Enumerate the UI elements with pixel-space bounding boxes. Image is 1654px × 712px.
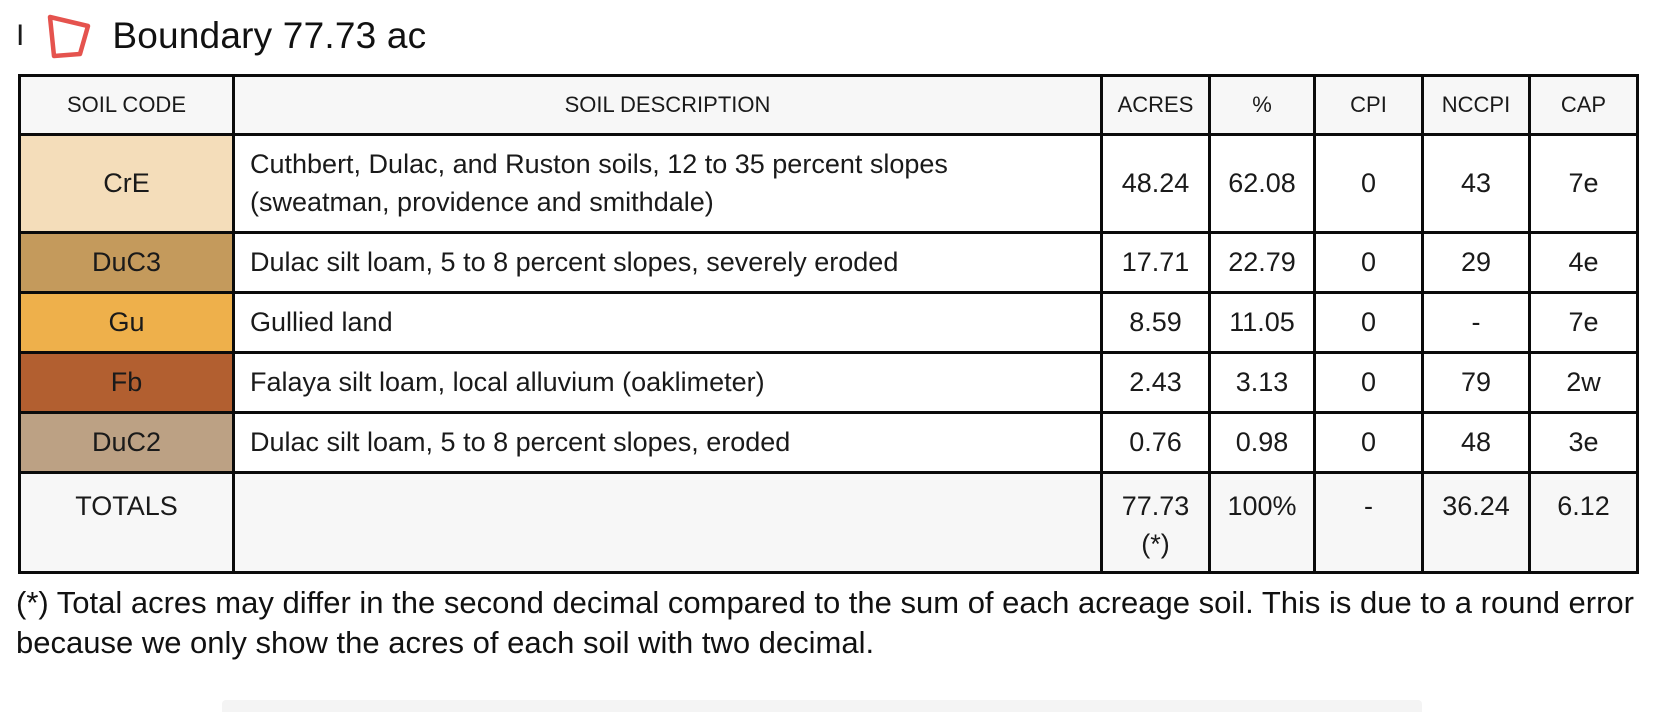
table-row: DuC3 Dulac silt loam, 5 to 8 percent slo… xyxy=(18,231,1639,294)
totals-cpi: - xyxy=(1313,471,1424,574)
acres-value: 48.24 xyxy=(1100,133,1211,234)
acres-value: 0.76 xyxy=(1100,411,1211,474)
boundary-polygon-icon xyxy=(48,14,91,59)
soil-code-swatch: DuC3 xyxy=(18,231,235,294)
cpi-value: 0 xyxy=(1313,133,1424,234)
col-header-cpi: CPI xyxy=(1313,74,1424,136)
soil-description: Cuthbert, Dulac, and Ruston soils, 12 to… xyxy=(232,133,1103,234)
totals-label: TOTALS xyxy=(18,471,235,574)
cap-value: 3e xyxy=(1528,411,1639,474)
soil-description: Gullied land xyxy=(232,291,1103,354)
percent-value: 62.08 xyxy=(1208,133,1316,234)
table-row: Gu Gullied land 8.59 11.05 0 - 7e xyxy=(18,291,1639,354)
totals-cap: 6.12 xyxy=(1528,471,1639,574)
percent-value: 22.79 xyxy=(1208,231,1316,294)
soil-code-swatch: DuC2 xyxy=(18,411,235,474)
col-header-cap: CAP xyxy=(1528,74,1639,136)
cpi-value: 0 xyxy=(1313,231,1424,294)
percent-value: 3.13 xyxy=(1208,351,1316,414)
cap-value: 4e xyxy=(1528,231,1639,294)
totals-row: TOTALS 77.73(*) 100% - 36.24 6.12 xyxy=(18,471,1639,574)
rounding-footnote: (*) Total acres may differ in the second… xyxy=(16,585,1634,661)
table-row: CrE Cuthbert, Dulac, and Ruston soils, 1… xyxy=(18,133,1639,234)
soil-code-swatch: Gu xyxy=(18,291,235,354)
soil-description: Dulac silt loam, 5 to 8 percent slopes, … xyxy=(232,231,1103,294)
cap-value: 7e xyxy=(1528,133,1639,234)
totals-acres: 77.73(*) xyxy=(1100,471,1211,574)
soil-description: Dulac silt loam, 5 to 8 percent slopes, … xyxy=(232,411,1103,474)
page-title: Boundary 77.73 ac xyxy=(112,15,427,56)
totals-percent: 100% xyxy=(1208,471,1316,574)
nccpi-value: 29 xyxy=(1421,231,1531,294)
col-header-soil-description: SOIL DESCRIPTION xyxy=(232,74,1103,136)
soil-code-swatch: CrE xyxy=(18,133,235,234)
soil-table: SOIL CODE SOIL DESCRIPTION ACRES % CPI N… xyxy=(18,74,1639,574)
acres-value: 8.59 xyxy=(1100,291,1211,354)
acres-value: 2.43 xyxy=(1100,351,1211,414)
boundary-legend: I Boundary 77.73 ac xyxy=(16,8,426,64)
cap-value: 2w xyxy=(1528,351,1639,414)
totals-nccpi: 36.24 xyxy=(1421,471,1531,574)
soil-description: Falaya silt loam, local alluvium (oaklim… xyxy=(232,351,1103,414)
nccpi-value: 48 xyxy=(1421,411,1531,474)
table-header-row: SOIL CODE SOIL DESCRIPTION ACRES % CPI N… xyxy=(18,74,1639,136)
cpi-value: 0 xyxy=(1313,351,1424,414)
percent-value: 0.98 xyxy=(1208,411,1316,474)
nccpi-value: 43 xyxy=(1421,133,1531,234)
nccpi-value: 79 xyxy=(1421,351,1531,414)
table-row: Fb Falaya silt loam, local alluvium (oak… xyxy=(18,351,1639,414)
nccpi-value: - xyxy=(1421,291,1531,354)
cpi-value: 0 xyxy=(1313,291,1424,354)
bottom-panel-edge xyxy=(222,700,1422,712)
totals-description xyxy=(232,471,1103,574)
col-header-soil-code: SOIL CODE xyxy=(18,74,235,136)
legend-prefix-label: I xyxy=(16,19,25,52)
cap-value: 7e xyxy=(1528,291,1639,354)
col-header-percent: % xyxy=(1208,74,1316,136)
soil-code-swatch: Fb xyxy=(18,351,235,414)
col-header-acres: ACRES xyxy=(1100,74,1211,136)
table-row: DuC2 Dulac silt loam, 5 to 8 percent slo… xyxy=(18,411,1639,474)
cpi-value: 0 xyxy=(1313,411,1424,474)
col-header-nccpi: NCCPI xyxy=(1421,74,1531,136)
percent-value: 11.05 xyxy=(1208,291,1316,354)
acres-value: 17.71 xyxy=(1100,231,1211,294)
